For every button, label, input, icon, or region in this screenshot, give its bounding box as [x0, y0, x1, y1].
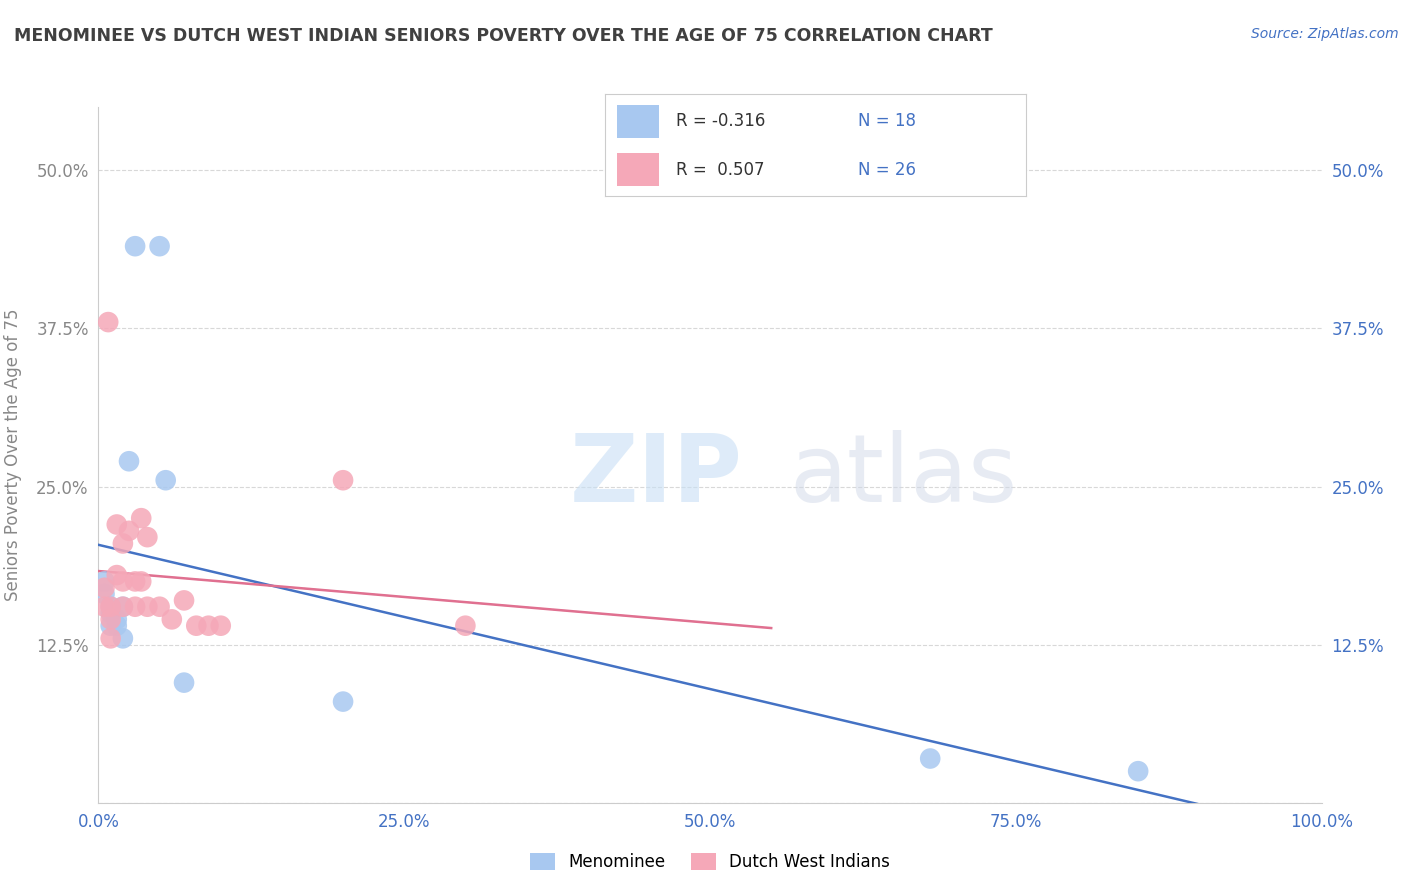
FancyBboxPatch shape	[617, 105, 659, 137]
Point	[160, 612, 183, 626]
Point	[186, 618, 208, 632]
Point	[100, 612, 122, 626]
Text: MENOMINEE VS DUTCH WEST INDIAN SENIORS POVERTY OVER THE AGE OF 75 CORRELATION CH: MENOMINEE VS DUTCH WEST INDIAN SENIORS P…	[14, 27, 993, 45]
Point	[111, 574, 134, 589]
Point	[129, 511, 152, 525]
Point	[118, 524, 141, 538]
Text: Source: ZipAtlas.com: Source: ZipAtlas.com	[1251, 27, 1399, 41]
Point	[209, 618, 232, 632]
Point	[100, 599, 122, 614]
Point	[97, 315, 120, 329]
Point	[197, 618, 219, 632]
Point	[93, 581, 115, 595]
FancyBboxPatch shape	[617, 153, 659, 186]
Point	[111, 536, 134, 550]
Text: ZIP: ZIP	[569, 430, 742, 522]
Point	[105, 612, 128, 626]
Point	[136, 530, 159, 544]
Text: N = 18: N = 18	[858, 112, 915, 130]
Y-axis label: Seniors Poverty Over the Age of 75: Seniors Poverty Over the Age of 75	[4, 309, 22, 601]
Point	[149, 599, 172, 614]
Point	[100, 599, 122, 614]
Text: N = 26: N = 26	[858, 161, 915, 178]
Point	[111, 632, 134, 646]
Point	[118, 454, 141, 468]
Legend: Menominee, Dutch West Indians: Menominee, Dutch West Indians	[523, 847, 897, 878]
Point	[93, 574, 115, 589]
Text: R =  0.507: R = 0.507	[676, 161, 765, 178]
Point	[124, 574, 146, 589]
Point	[173, 593, 195, 607]
Point	[173, 675, 195, 690]
Point	[155, 473, 177, 487]
Point	[454, 618, 477, 632]
Text: atlas: atlas	[790, 430, 1018, 522]
Point	[100, 618, 122, 632]
Text: R = -0.316: R = -0.316	[676, 112, 766, 130]
Point	[920, 751, 942, 765]
Point	[124, 239, 146, 253]
Point	[100, 606, 122, 620]
Point	[111, 599, 134, 614]
Point	[1128, 764, 1150, 779]
Point	[124, 599, 146, 614]
Point	[149, 239, 172, 253]
Point	[105, 517, 128, 532]
Point	[332, 695, 354, 709]
Point	[105, 568, 128, 582]
Point	[111, 599, 134, 614]
Point	[105, 618, 128, 632]
Point	[332, 473, 354, 487]
Point	[136, 599, 159, 614]
Point	[129, 574, 152, 589]
Point	[93, 599, 115, 614]
Point	[100, 632, 122, 646]
Point	[93, 587, 115, 601]
